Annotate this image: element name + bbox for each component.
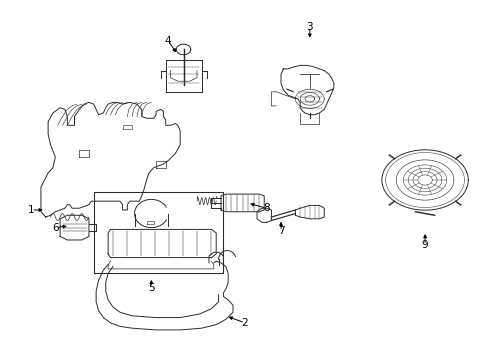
Text: 6: 6 xyxy=(52,222,59,233)
Text: 2: 2 xyxy=(242,318,248,328)
Text: 7: 7 xyxy=(278,226,284,236)
Text: 8: 8 xyxy=(263,203,270,213)
Text: 9: 9 xyxy=(422,240,428,250)
Text: 5: 5 xyxy=(148,283,155,293)
Text: 4: 4 xyxy=(165,36,172,46)
Text: 1: 1 xyxy=(28,205,35,215)
Text: 3: 3 xyxy=(307,22,313,32)
